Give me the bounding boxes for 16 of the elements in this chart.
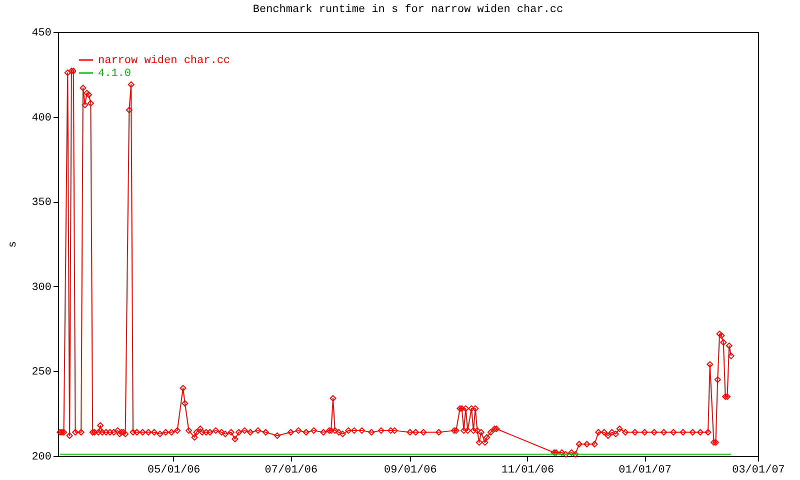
x-tick-label: 01/01/07 — [618, 464, 672, 476]
x-tick-label: 05/01/06 — [147, 464, 200, 476]
y-tick-label: 450 — [32, 28, 52, 40]
y-tick-label: 350 — [32, 197, 52, 210]
x-tick-label: 07/01/06 — [264, 464, 318, 476]
y-tick-label: 250 — [32, 366, 52, 379]
legend-label: 4.1.0 — [98, 68, 132, 80]
x-tick-label: 09/01/06 — [384, 464, 437, 476]
y-tick-label: 300 — [32, 282, 52, 294]
y-tick-label: 400 — [32, 112, 52, 124]
x-tick-label: 03/01/07 — [732, 464, 785, 476]
legend-label: narrow widen char.cc — [98, 55, 230, 67]
y-axis-title: s — [8, 241, 20, 248]
chart-title: Benchmark runtime in s for narrow widen char.cc — [252, 4, 564, 16]
x-tick-label: 11/01/06 — [501, 464, 554, 476]
y-tick-label: 200 — [32, 452, 52, 464]
